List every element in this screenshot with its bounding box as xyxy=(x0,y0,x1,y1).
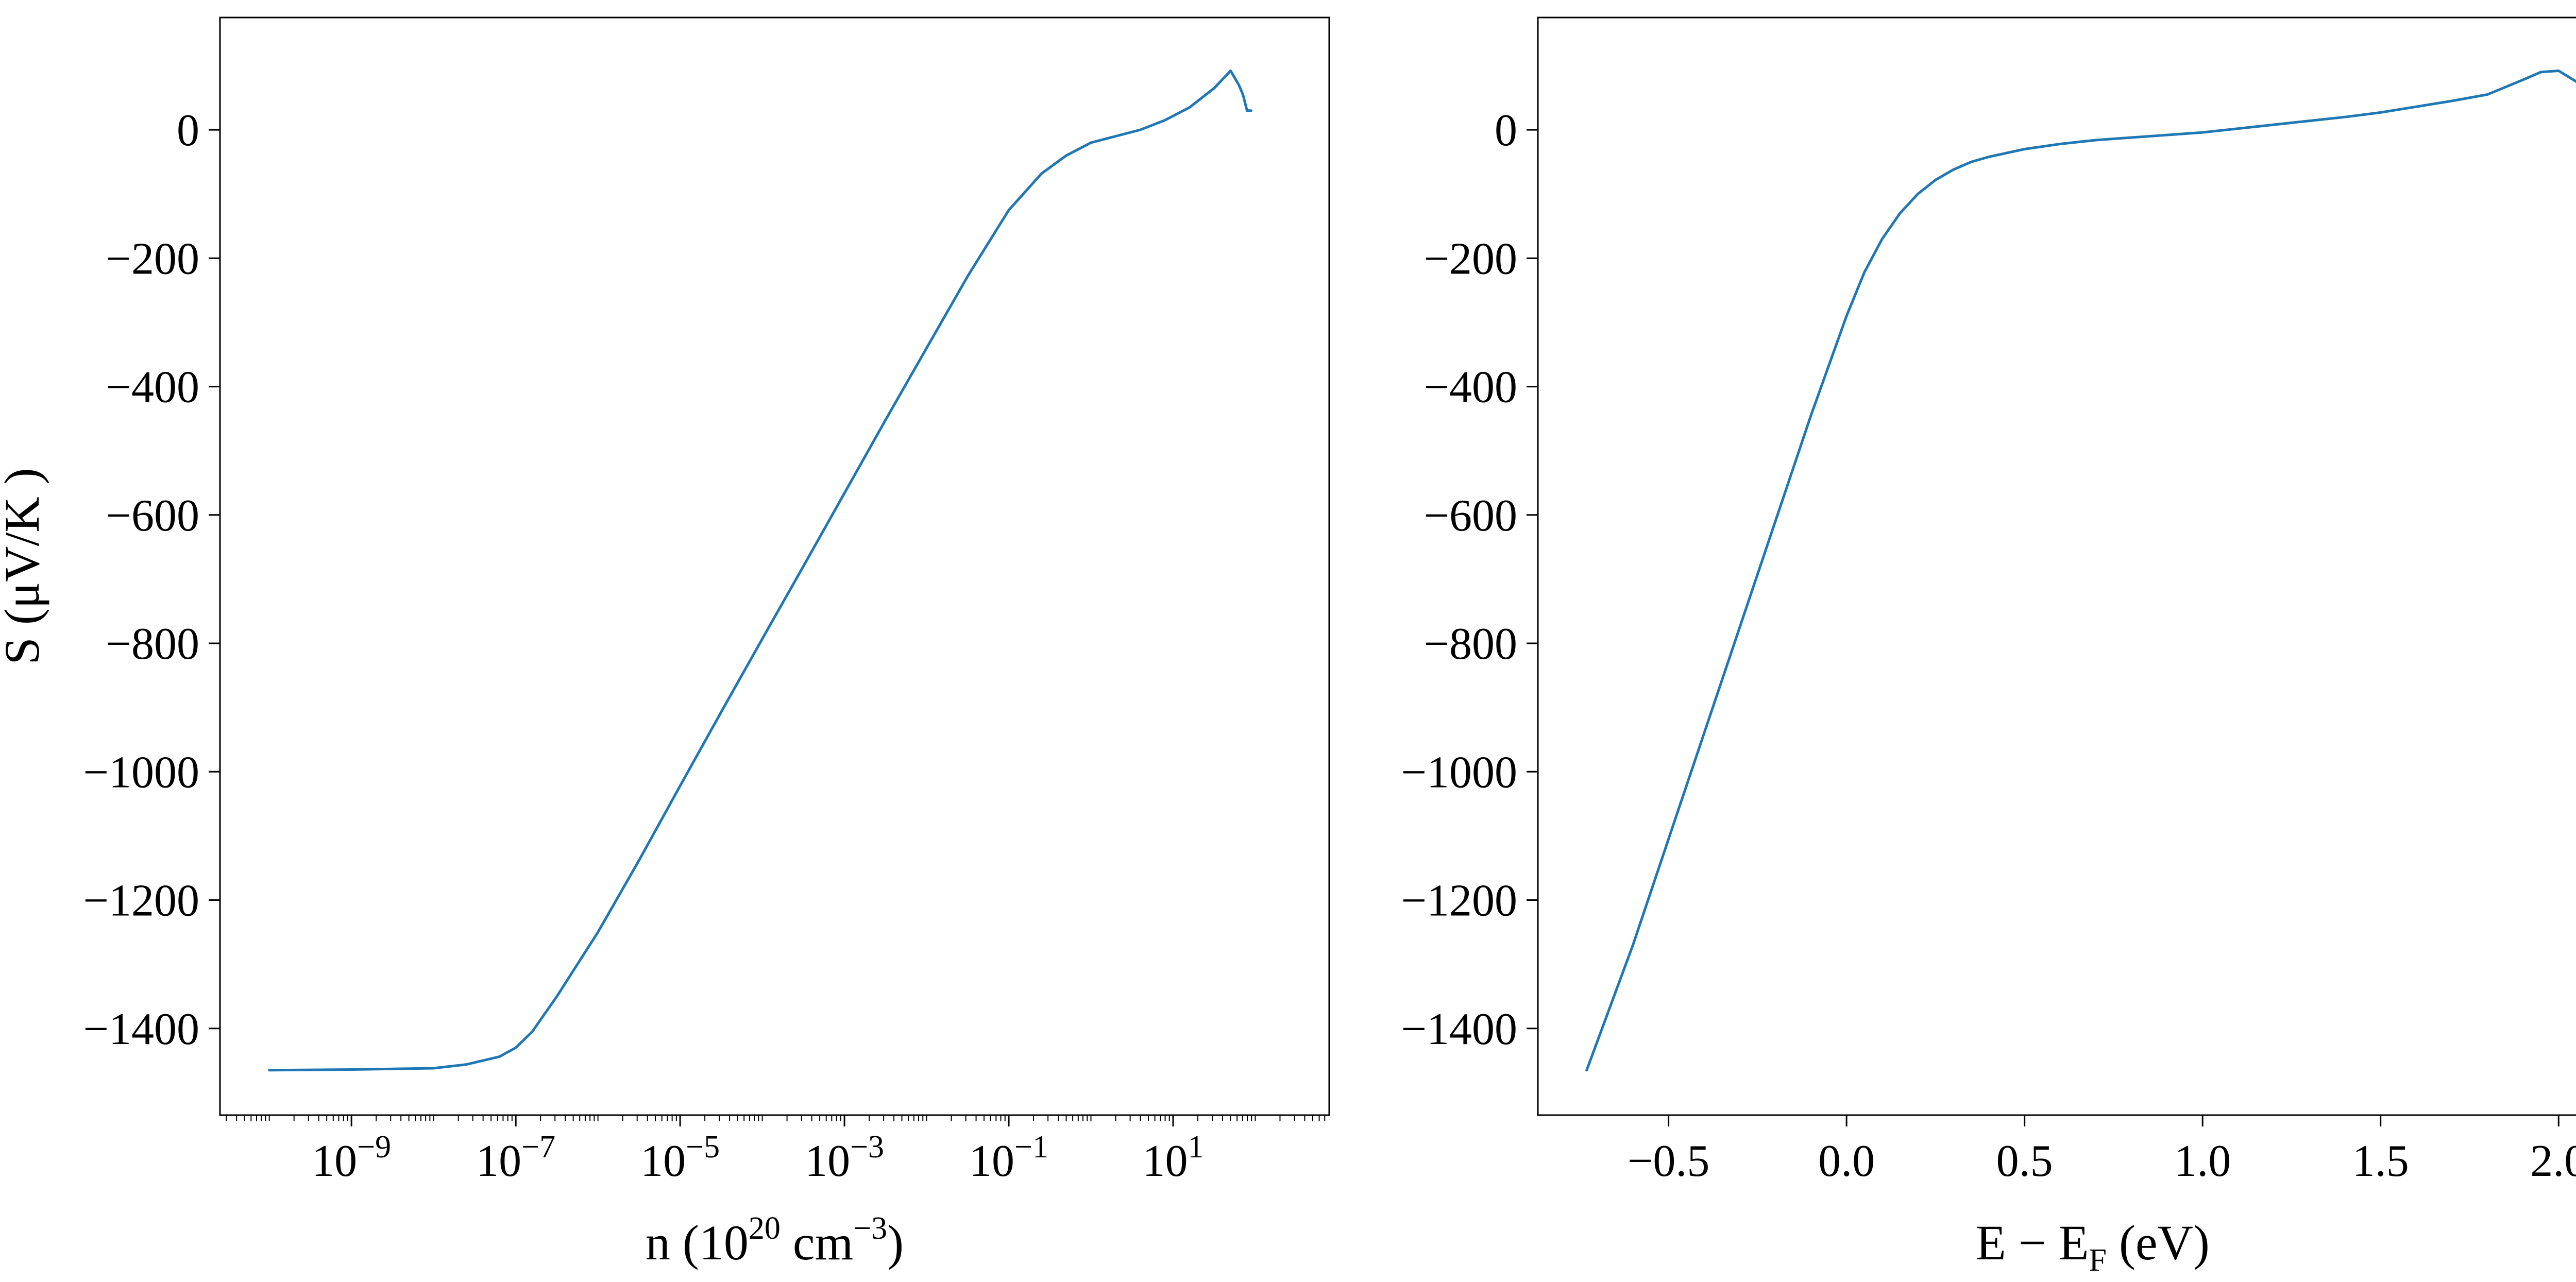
x-tick-label-exponent: −7 xyxy=(521,1130,555,1165)
x-tick-label: −0.5 xyxy=(1628,1136,1710,1186)
x-tick-label: 2.0 xyxy=(2530,1136,2576,1186)
x-axis-label-subscript: F xyxy=(2089,1243,2107,1278)
y-tick-label: 0 xyxy=(1495,106,1517,156)
y-tick-label: −200 xyxy=(1423,234,1517,284)
y-tick-label: −1400 xyxy=(83,1004,199,1054)
x-axis-label-part: E − E xyxy=(1976,1215,2089,1270)
x-axis-label-exponent: 20 xyxy=(749,1211,781,1246)
y-axis-label: S (μV/K ) xyxy=(0,468,49,664)
y-tick-label: −400 xyxy=(1423,363,1517,413)
x-axis-label-exponent: −3 xyxy=(853,1211,887,1246)
x-tick-label-base: 10 xyxy=(640,1136,686,1186)
x-tick-label: 10−5 xyxy=(640,1130,720,1186)
y-tick-label: −200 xyxy=(106,234,199,284)
right-chart-panel: −0.5 0.0 0.5 1.0 1.5 2.0 0 −200 −400 −600 −800 −100… xyxy=(1401,16,2576,1278)
left-chart-panel: 10−9 10−7 10−5 10−3 10−1 1010−200−400−600−800… xyxy=(0,16,1330,1270)
y-tick-label: −1400 xyxy=(1401,1004,1517,1054)
x-tick-label: 10−9 xyxy=(312,1130,391,1186)
x-tick-label: 10−7 xyxy=(476,1130,555,1186)
x-tick-label: 101 xyxy=(1142,1130,1204,1186)
y-tick-label: −800 xyxy=(106,619,199,669)
x-tick-label-exponent: 1 xyxy=(1188,1130,1204,1165)
x-tick-label-exponent: −9 xyxy=(357,1130,391,1165)
x-axis-label-part: n (10 xyxy=(646,1215,749,1270)
x-tick-label: 10−1 xyxy=(969,1130,1048,1186)
y-tick-label: −1200 xyxy=(1401,876,1517,926)
y-tick-label: 0 xyxy=(177,106,199,156)
x-tick-label-base: 10 xyxy=(969,1136,1014,1186)
x-axis-label-part: (eV) xyxy=(2107,1215,2210,1270)
y-tick-label: −800 xyxy=(1423,619,1517,669)
x-axis-label: E − EF (eV) xyxy=(1976,1215,2210,1278)
data-series-line xyxy=(268,69,1252,1072)
y-tick-label: −400 xyxy=(106,363,199,413)
x-tick-label-base: 10 xyxy=(805,1136,850,1186)
plot-frame xyxy=(1537,16,2576,1116)
x-axis-label: n (1020 cm−3) xyxy=(646,1211,904,1270)
x-tick-label: 0.5 xyxy=(1996,1136,2053,1186)
x-tick-label: 10−3 xyxy=(805,1130,884,1186)
y-tick-label: −1200 xyxy=(83,876,199,926)
x-tick-label: 1.0 xyxy=(2174,1136,2231,1186)
x-tick-label-base: 10 xyxy=(476,1136,521,1186)
x-axis-label-part: ) xyxy=(887,1215,904,1270)
x-tick-label-base: 10 xyxy=(1142,1136,1188,1186)
y-tick-label: −600 xyxy=(1423,491,1517,541)
y-tick-label: −600 xyxy=(106,491,199,541)
data-series-line xyxy=(1585,69,2576,1072)
y-tick-label: −1000 xyxy=(1401,747,1517,797)
x-tick-label-exponent: −1 xyxy=(1014,1130,1048,1165)
x-tick-label: 0.0 xyxy=(1818,1136,1875,1186)
x-tick-label-base: 10 xyxy=(312,1136,357,1186)
x-tick-label-exponent: −3 xyxy=(850,1130,884,1165)
x-axis-label-part: cm xyxy=(781,1215,853,1270)
x-tick-label-exponent: −5 xyxy=(686,1130,720,1165)
x-tick-label: 1.5 xyxy=(2352,1136,2409,1186)
plot-frame xyxy=(219,16,1330,1116)
y-tick-label: −1000 xyxy=(83,747,199,797)
